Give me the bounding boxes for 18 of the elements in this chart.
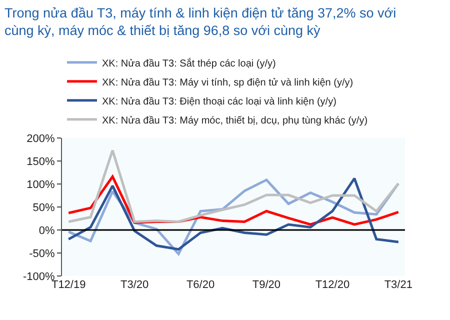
x-tick-label: T12/20	[315, 279, 350, 291]
legend-label: XK: Nửa đầu T3: Điện thoại các loại và linh kiện (y/y)	[102, 96, 336, 108]
line-series	[67, 149, 400, 223]
legend-label: XK: Nửa đầu T3: Máy móc, thiết bị, dcụ, phụ tùng khác (y/y)	[102, 115, 368, 126]
x-tick-label: T9/20	[252, 279, 281, 291]
legend-label: XK: Nửa đầu T3: Sắt thép các loại (y/y)	[102, 57, 276, 70]
y-tick-label: 100%	[26, 178, 56, 191]
x-tick-label: T6/20	[186, 279, 215, 291]
x-tick-label: T3/21	[384, 279, 412, 291]
legend-label: XK: Nửa đầu T3: Máy vi tính, sp điện tử và linh kiện (y/y)	[102, 77, 354, 88]
x-tick-label: T12/19	[51, 279, 86, 291]
y-tick-label: 200%	[26, 132, 56, 145]
y-tick-label: -50%	[29, 248, 56, 260]
chart-title: Trong nửa đầu T3, máy tính & linh kiện điện tử tăng 37,2% so với cùng kỳ, máy móc & thiết bị tăng 96,8 so với cùng kỳ	[4, 6, 396, 38]
y-tick-label: 0%	[38, 224, 56, 237]
y-tick-label: 50%	[32, 202, 56, 214]
y-tick-label: 150%	[26, 156, 56, 168]
x-tick-label: T3/20	[120, 279, 149, 291]
